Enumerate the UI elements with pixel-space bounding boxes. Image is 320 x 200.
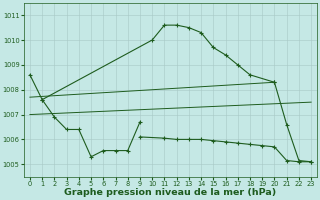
X-axis label: Graphe pression niveau de la mer (hPa): Graphe pression niveau de la mer (hPa)	[64, 188, 277, 197]
